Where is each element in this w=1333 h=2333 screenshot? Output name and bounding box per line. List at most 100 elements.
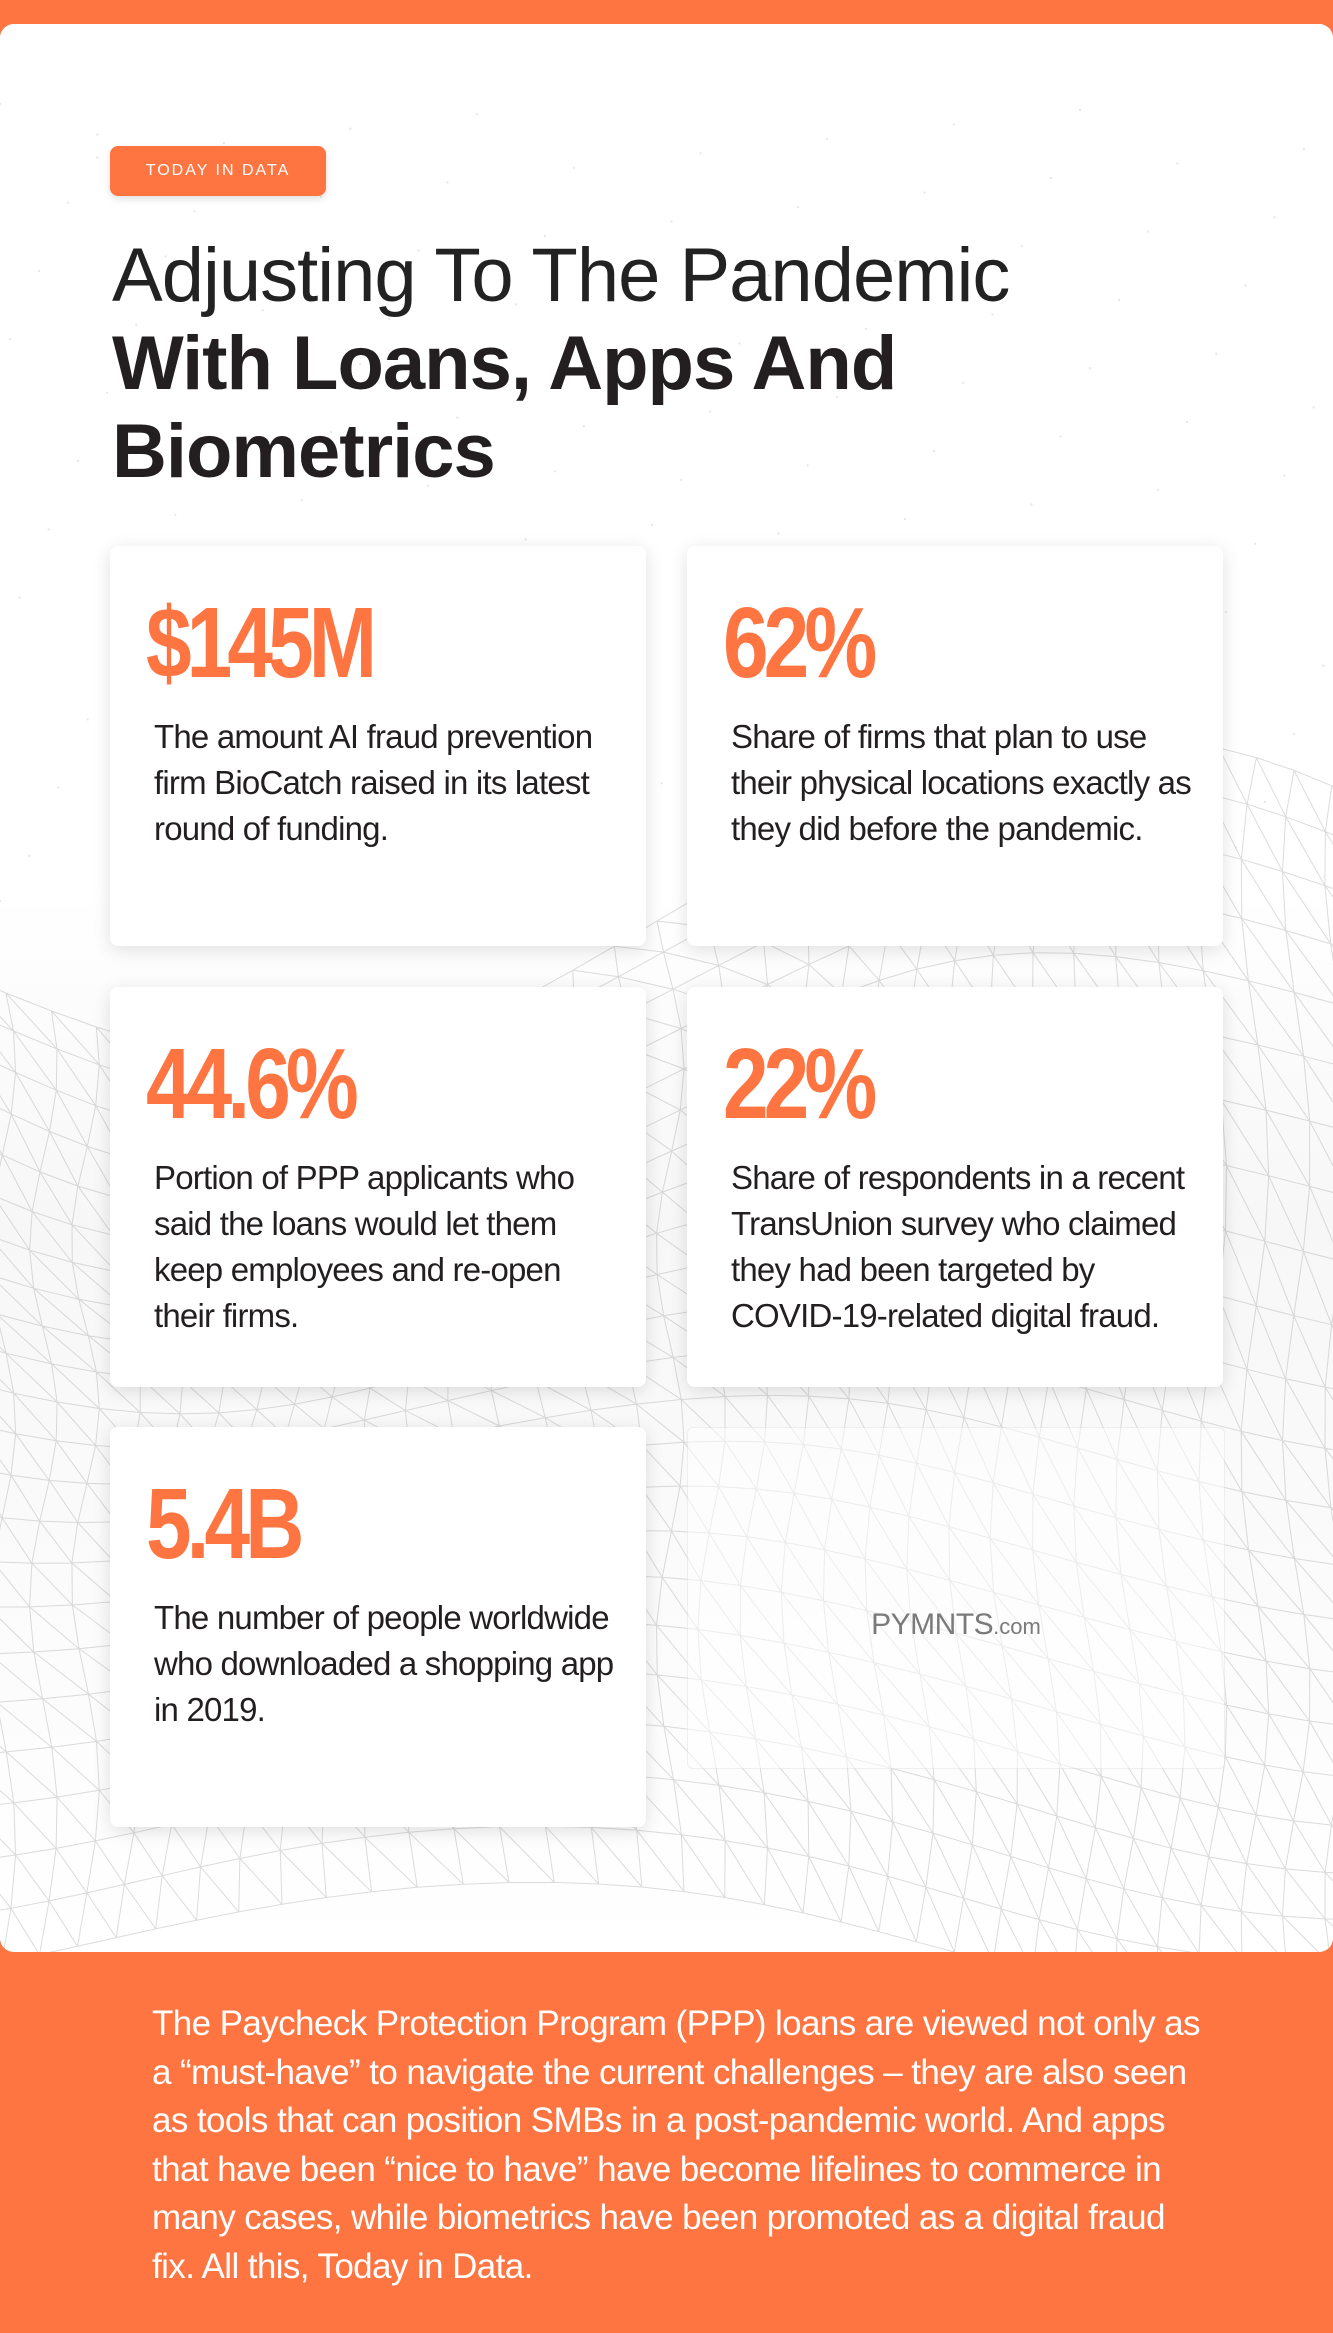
- mesh-dot: [1263, 800, 1267, 804]
- mesh-dot: [232, 377, 235, 380]
- mesh-dot: [835, 396, 838, 399]
- mesh-dot: [806, 464, 809, 467]
- mesh-dot: [388, 317, 391, 320]
- mesh-dot: [1059, 435, 1062, 438]
- mesh-dot: [329, 430, 333, 434]
- mesh-dot: [446, 181, 449, 184]
- mesh-dot: [1312, 406, 1315, 409]
- mesh-dot: [709, 410, 712, 413]
- mesh-dot: [193, 210, 196, 213]
- stat-description: Share of respondents in a recent TransUn…: [731, 1159, 1185, 1334]
- mesh-dot: [164, 255, 167, 258]
- mesh-dot: [96, 156, 99, 159]
- mesh-dot: [825, 137, 829, 141]
- mesh-dot: [174, 513, 177, 516]
- page-title-light: Adjusting To The Pandemic: [112, 233, 1010, 318]
- mesh-dot: [1049, 176, 1053, 180]
- mesh-dot: [611, 356, 615, 360]
- mesh-dot: [514, 303, 517, 306]
- stat-card-ppp-applicants: 44.6% Portion of PPP applicants who said…: [110, 987, 646, 1387]
- mesh-dot: [261, 309, 264, 312]
- mesh-dot: [923, 191, 926, 194]
- mesh-dot: [28, 854, 31, 857]
- mesh-dot: [650, 523, 654, 527]
- mesh-dot: [76, 459, 80, 463]
- mesh-dot: [1273, 216, 1276, 219]
- mesh-dot: [105, 391, 109, 395]
- mesh-dot: [1215, 352, 1218, 355]
- stat-description: The amount AI fraud prevention firm BioC…: [154, 718, 593, 847]
- mesh-dot: [1185, 420, 1189, 424]
- mesh-dot: [894, 259, 897, 262]
- mesh-dot: [1020, 245, 1023, 248]
- mesh-dot: [319, 195, 323, 199]
- mesh-dot: [1078, 108, 1082, 112]
- mesh-dot: [300, 499, 303, 502]
- stat-card-physical-locations: 62% Share of firms that plan to use thei…: [687, 546, 1223, 946]
- mesh-dot: [679, 478, 683, 482]
- mesh-dot: [0, 899, 2, 903]
- mesh-dot: [37, 269, 41, 273]
- mesh-dot: [524, 538, 527, 541]
- mesh-dot: [738, 342, 741, 345]
- stat-value: 44.6%: [146, 1028, 359, 1140]
- mesh-dot: [96, 133, 99, 136]
- today-in-data-tag: TODAY IN DATA: [110, 146, 326, 196]
- stat-value: 22%: [723, 1028, 877, 1140]
- mesh-dot: [456, 416, 459, 419]
- content-panel: TODAY IN DATA Adjusting To The Pandemic …: [0, 24, 1333, 1952]
- mesh-dot: [8, 338, 11, 341]
- mesh-dot: [553, 470, 556, 473]
- mesh-dot: [417, 249, 420, 252]
- mesh-dot: [18, 596, 21, 599]
- mesh-dot: [582, 425, 585, 428]
- mesh-dot: [57, 786, 60, 789]
- mesh-dot: [952, 123, 955, 126]
- mesh-dot: [932, 449, 936, 453]
- mesh-dot: [660, 782, 663, 785]
- mesh-dot: [670, 220, 673, 223]
- mesh-dot: [903, 517, 907, 521]
- mesh-dot: [1117, 298, 1121, 302]
- mesh-dot: [796, 205, 800, 209]
- stat-value: 62%: [723, 587, 877, 699]
- stat-description: The number of people worldwide who downl…: [154, 1599, 614, 1728]
- stat-value: 5.4B: [146, 1468, 304, 1580]
- mesh-dot: [0, 102, 2, 106]
- mesh-dot: [1322, 664, 1325, 667]
- mesh-dot: [699, 152, 702, 155]
- page-title-bold: With Loans, Apps And Biometrics: [112, 321, 897, 494]
- mesh-dot: [1030, 503, 1033, 506]
- mesh-dot: [222, 142, 225, 145]
- mesh-dot: [86, 718, 89, 721]
- mesh-dot: [641, 288, 644, 291]
- mesh-dot: [427, 484, 430, 487]
- mesh-dot: [1254, 542, 1257, 545]
- pymnts-logo: PYMNTS.com: [688, 1608, 1224, 1642]
- mesh-dot: [485, 371, 488, 374]
- mesh-dot: [1088, 367, 1092, 370]
- stat-card-shopping-app: 5.4B The number of people worldwide who …: [110, 1427, 646, 1827]
- mesh-dot: [962, 381, 965, 384]
- mesh-dot: [47, 528, 50, 531]
- stat-description: Portion of PPP applicants who said the l…: [154, 1159, 575, 1334]
- mesh-dot: [991, 313, 994, 316]
- mesh-dot: [777, 532, 780, 535]
- logo-wordmark: PYMNTS: [871, 1608, 994, 1641]
- mesh-dot: [1147, 230, 1150, 233]
- logo-suffix: .com: [993, 1614, 1041, 1639]
- stat-card-digital-fraud: 22% Share of respondents in a recent Tra…: [687, 987, 1223, 1387]
- mesh-dot: [135, 323, 138, 326]
- mesh-dot: [1156, 488, 1160, 492]
- mesh-dot: [203, 445, 206, 448]
- stat-card-funding: $145M The amount AI fraud prevention fir…: [110, 546, 646, 946]
- logo-card: PYMNTS.com: [687, 1427, 1225, 1769]
- mesh-dot: [1283, 474, 1286, 477]
- mesh-dot: [1244, 284, 1247, 287]
- mesh-dot: [543, 234, 547, 238]
- mesh-dot: [767, 274, 770, 277]
- mesh-dot: [358, 362, 362, 366]
- mesh-dot: [1302, 147, 1306, 151]
- footer-summary: The Paycheck Protection Program (PPP) lo…: [152, 2004, 1200, 2286]
- mesh-dot: [864, 327, 868, 331]
